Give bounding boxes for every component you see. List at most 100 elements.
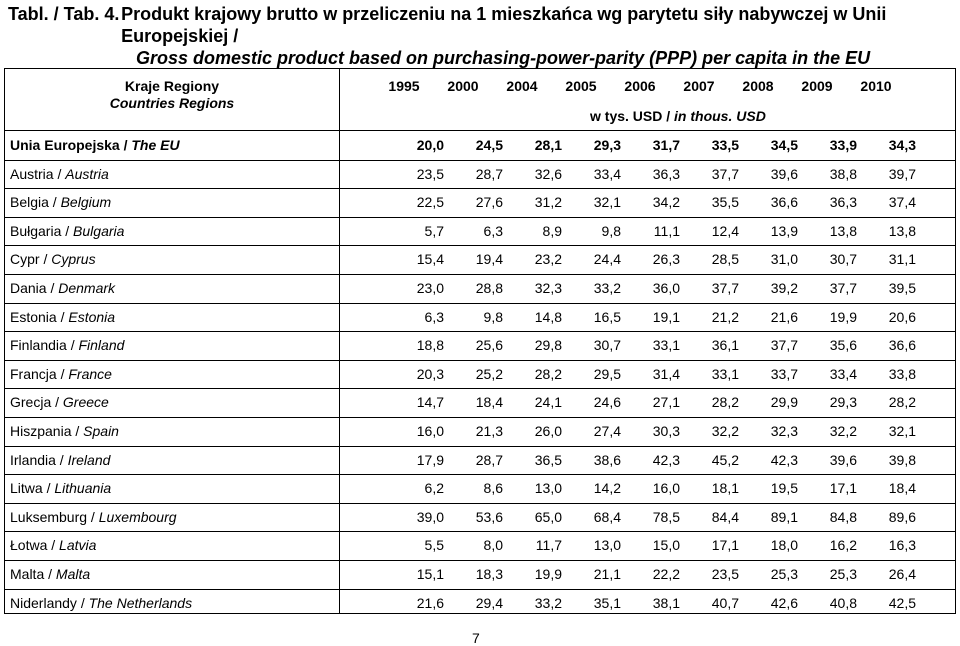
value-cell: 23,5 xyxy=(416,165,444,182)
value-cell: 16,0 xyxy=(652,480,680,497)
value-cell: 28,2 xyxy=(888,394,916,411)
value-cell: 45,2 xyxy=(711,451,739,468)
table-title: Tabl. / Tab. 4. Produkt krajowy brutto w… xyxy=(8,3,958,69)
row-divider xyxy=(4,216,956,218)
value-cell: 38,6 xyxy=(593,451,621,468)
value-cell: 42,3 xyxy=(770,451,798,468)
row-divider xyxy=(4,331,956,333)
value-cell: 8,0 xyxy=(483,537,503,554)
year-header: 1995 xyxy=(388,78,420,94)
row-divider xyxy=(4,188,956,190)
value-cell: 32,6 xyxy=(534,165,562,182)
value-cell: 15,0 xyxy=(652,537,680,554)
country-label: Luksemburg / Luxembourg xyxy=(10,509,177,525)
value-cell: 84,8 xyxy=(829,508,857,525)
value-cell: 32,3 xyxy=(534,280,562,296)
value-cell: 42,6 xyxy=(770,594,798,611)
value-cell: 13,8 xyxy=(888,222,916,239)
value-cell: 18,3 xyxy=(475,566,503,582)
country-name-en: Finland xyxy=(78,337,125,354)
country-label: Niderlandy / The Netherlands xyxy=(10,595,192,611)
value-cell: 17,1 xyxy=(711,537,739,554)
value-cell: 31,1 xyxy=(888,251,916,268)
region-column-header: Kraje Regiony Countries Regions xyxy=(5,78,339,112)
country-label: Hiszpania / Spain xyxy=(10,423,119,439)
country-label: Dania / Denmark xyxy=(10,280,115,296)
value-cell: 37,7 xyxy=(711,280,739,296)
country-label: Łotwa / Latvia xyxy=(10,537,96,553)
value-cell: 36,0 xyxy=(652,280,680,296)
value-cell: 33,1 xyxy=(652,337,680,354)
value-cell: 39,8 xyxy=(888,451,916,468)
value-cell: 29,3 xyxy=(593,137,621,153)
value-cell: 29,5 xyxy=(593,365,621,382)
country-label: Finlandia / Finland xyxy=(10,337,124,353)
value-cell: 22,5 xyxy=(416,194,444,211)
table-frame xyxy=(4,68,956,614)
country-name-en: The Netherlands xyxy=(88,594,193,611)
country-name-pl: Estonia / xyxy=(10,308,65,325)
value-cell: 31,7 xyxy=(652,137,680,153)
year-header: 2000 xyxy=(447,78,479,94)
table-row: Malta / Malta 15,1 18,3 19,9 21,1 22,2 23,5 25,… xyxy=(5,560,955,588)
value-cell: 28,7 xyxy=(475,165,503,182)
country-label: Cypr / Cyprus xyxy=(10,251,96,267)
value-cell: 14,8 xyxy=(534,308,562,325)
value-cell: 8,6 xyxy=(483,480,503,497)
value-cell: 18,1 xyxy=(711,480,739,497)
value-cell: 38,8 xyxy=(829,165,857,182)
country-name-en: Ireland xyxy=(67,451,111,468)
value-cell: 23,0 xyxy=(416,280,444,296)
country-name-pl: Belgia / xyxy=(10,194,57,211)
value-cell: 39,7 xyxy=(888,165,916,182)
value-cell: 29,4 xyxy=(475,594,503,611)
value-cell: 39,0 xyxy=(416,508,444,525)
value-cell: 36,1 xyxy=(711,337,739,354)
country-label: Estonia / Estonia xyxy=(10,309,115,325)
value-cell: 36,5 xyxy=(534,451,562,468)
value-cell: 27,6 xyxy=(475,194,503,211)
value-cell: 29,3 xyxy=(829,394,857,411)
table-row: Unia Europejska / The EU 20,0 24,5 28,1 29,3… xyxy=(5,131,955,159)
value-cell: 20,6 xyxy=(888,308,916,325)
row-divider xyxy=(4,159,956,161)
country-name-pl: Malta / xyxy=(10,566,53,582)
value-cell: 27,1 xyxy=(652,394,680,411)
value-cell: 30,7 xyxy=(829,251,857,268)
value-cell: 32,1 xyxy=(593,194,621,211)
value-cell: 33,7 xyxy=(770,365,798,382)
value-cell: 32,3 xyxy=(770,423,798,439)
page-number: 7 xyxy=(472,630,480,646)
country-name-pl: Unia Europejska / xyxy=(10,137,128,153)
row-divider xyxy=(4,474,956,476)
value-cell: 9,8 xyxy=(483,308,503,325)
value-cell: 33,9 xyxy=(829,137,857,153)
value-cell: 18,4 xyxy=(888,480,916,497)
value-cell: 13,0 xyxy=(534,480,562,497)
value-cell: 35,1 xyxy=(593,594,621,611)
year-header: 2005 xyxy=(565,78,597,94)
year-header: 2010 xyxy=(860,78,892,94)
value-cell: 13,0 xyxy=(593,537,621,554)
country-name-en: Spain xyxy=(83,423,119,439)
value-cell: 19,4 xyxy=(475,251,503,268)
table-row: Grecja / Greece 14,7 18,4 24,1 24,6 27,1 28,2 2… xyxy=(5,388,955,416)
country-name-en: Denmark xyxy=(58,280,116,296)
value-cell: 39,6 xyxy=(829,451,857,468)
value-cell: 30,7 xyxy=(593,337,621,354)
value-cell: 35,6 xyxy=(829,337,857,354)
value-cell: 28,2 xyxy=(711,394,739,411)
value-cell: 22,2 xyxy=(652,566,680,582)
table-row: Dania / Denmark 23,0 28,8 32,3 33,2 36,0 37,7 3… xyxy=(5,274,955,302)
row-divider xyxy=(4,588,956,590)
table-row: Hiszpania / Spain 16,0 21,3 26,0 27,4 30,3 32,… xyxy=(5,417,955,445)
value-cell: 24,5 xyxy=(475,137,503,153)
header-divider xyxy=(4,130,956,131)
value-cell: 24,6 xyxy=(593,394,621,411)
value-cell: 25,3 xyxy=(770,566,798,582)
value-cell: 37,4 xyxy=(888,194,916,211)
value-cell: 28,2 xyxy=(534,365,562,382)
value-cell: 19,9 xyxy=(829,308,857,325)
row-divider xyxy=(4,531,956,533)
value-cell: 21,6 xyxy=(770,308,798,325)
